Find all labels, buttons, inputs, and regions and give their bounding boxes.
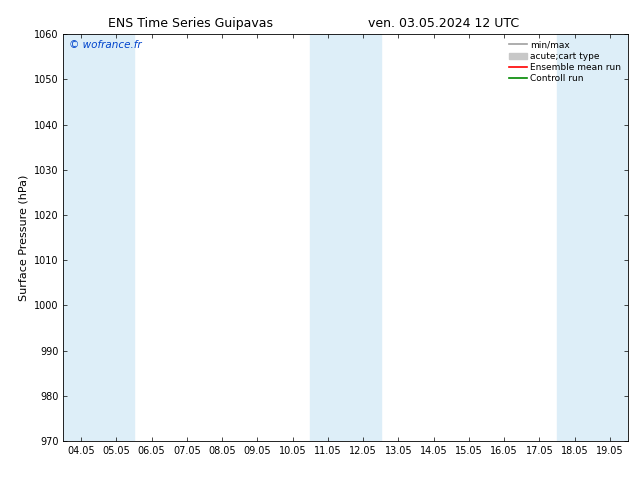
Text: © wofrance.fr: © wofrance.fr bbox=[69, 40, 141, 50]
Bar bbox=[310, 34, 381, 441]
Bar bbox=[63, 34, 134, 441]
Bar bbox=[557, 34, 628, 441]
Y-axis label: Surface Pressure (hPa): Surface Pressure (hPa) bbox=[18, 174, 29, 301]
Text: ven. 03.05.2024 12 UTC: ven. 03.05.2024 12 UTC bbox=[368, 17, 519, 30]
Text: ENS Time Series Guipavas: ENS Time Series Guipavas bbox=[108, 17, 273, 30]
Legend: min/max, acute;cart type, Ensemble mean run, Controll run: min/max, acute;cart type, Ensemble mean … bbox=[507, 39, 623, 85]
